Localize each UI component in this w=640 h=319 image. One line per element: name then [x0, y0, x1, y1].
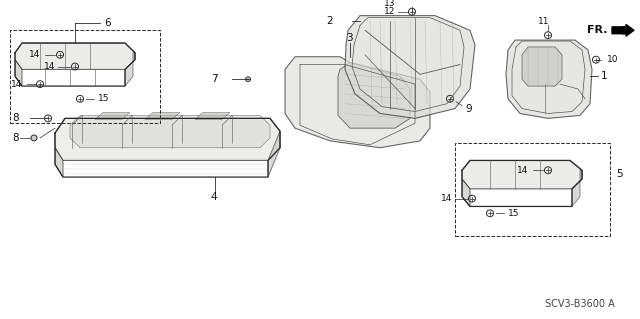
- Polygon shape: [462, 160, 582, 189]
- Polygon shape: [125, 53, 135, 86]
- Text: 10: 10: [607, 55, 618, 64]
- Text: 2: 2: [326, 16, 333, 26]
- Text: SCV3-B3600 A: SCV3-B3600 A: [545, 299, 615, 309]
- Polygon shape: [15, 60, 22, 86]
- Polygon shape: [462, 179, 470, 206]
- Text: 8: 8: [13, 113, 19, 123]
- Circle shape: [31, 135, 37, 141]
- Polygon shape: [55, 118, 280, 160]
- Polygon shape: [285, 57, 430, 148]
- FancyArrow shape: [612, 25, 634, 36]
- Text: 14: 14: [516, 166, 528, 175]
- Text: 6: 6: [104, 19, 111, 28]
- Text: 5: 5: [616, 169, 623, 179]
- Polygon shape: [15, 43, 135, 70]
- Polygon shape: [70, 115, 270, 148]
- Polygon shape: [506, 40, 592, 118]
- Text: FR.: FR.: [588, 25, 608, 35]
- Polygon shape: [195, 113, 230, 119]
- Polygon shape: [522, 47, 562, 86]
- Text: 7: 7: [211, 74, 218, 84]
- Polygon shape: [145, 113, 180, 119]
- Text: 13: 13: [383, 0, 395, 8]
- Text: 14: 14: [440, 194, 452, 203]
- Polygon shape: [572, 170, 582, 206]
- Text: 4: 4: [210, 192, 216, 202]
- Polygon shape: [345, 16, 475, 118]
- Text: 14: 14: [44, 62, 55, 71]
- Text: 12: 12: [383, 7, 395, 16]
- Bar: [455, 143, 610, 236]
- Text: 1: 1: [601, 71, 607, 81]
- Text: 14: 14: [29, 50, 40, 59]
- Text: 8: 8: [13, 133, 19, 143]
- Text: 15: 15: [508, 209, 520, 218]
- Text: 15: 15: [98, 94, 109, 103]
- Circle shape: [246, 77, 250, 82]
- Text: 3: 3: [346, 33, 353, 43]
- Text: 11: 11: [538, 17, 550, 26]
- Polygon shape: [268, 131, 280, 177]
- Polygon shape: [55, 148, 63, 177]
- Polygon shape: [95, 113, 130, 119]
- Text: 14: 14: [11, 80, 22, 89]
- Polygon shape: [338, 63, 410, 128]
- Text: 9: 9: [465, 104, 472, 114]
- Bar: [10, 30, 160, 123]
